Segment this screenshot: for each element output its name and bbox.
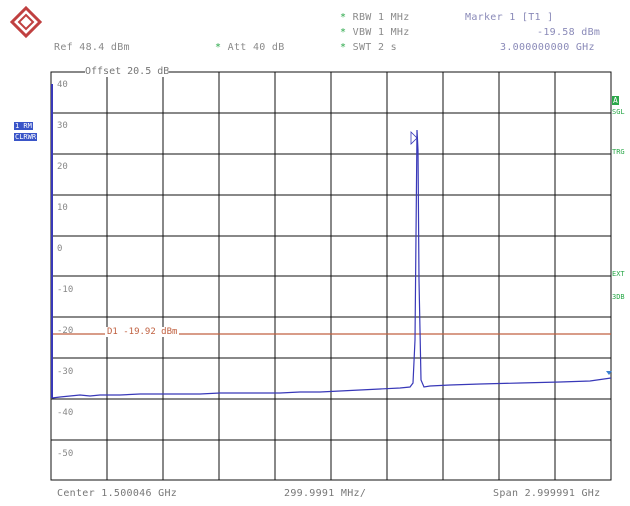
- y-tick-label: 0: [57, 244, 63, 254]
- ext-label: EXT: [612, 270, 625, 278]
- frequency-per-division: 299.9991 MHz/: [284, 488, 367, 499]
- trace-type-label: CLRWR: [14, 133, 38, 141]
- trg-label: TRG: [612, 148, 625, 156]
- y-tick-label: -20: [57, 326, 74, 336]
- marker-frequency: 3.000000000 GHz: [500, 42, 595, 53]
- y-tick-label: 20: [57, 162, 68, 172]
- y-tick-label: -50: [57, 449, 74, 459]
- y-tick-label: 10: [57, 203, 68, 213]
- y-tick-label: -40: [57, 408, 74, 418]
- center-frequency: Center 1.500046 GHz: [57, 488, 178, 499]
- spectrum-trace: [51, 129, 612, 399]
- three-db-label: 3DB: [612, 293, 625, 301]
- y-tick-label: -10: [57, 285, 74, 295]
- marker-title: Marker 1 [T1 ]: [465, 12, 554, 23]
- rbw-setting: * RBW 1 MHz: [340, 12, 410, 23]
- trace-mode-label: 1 RM: [14, 122, 33, 130]
- vbw-setting: * VBW 1 MHz: [340, 27, 410, 38]
- y-tick-label: 30: [57, 121, 68, 131]
- frequency-span: Span 2.999991 GHz: [493, 488, 601, 499]
- offset-label: Offset 20.5 dB: [85, 66, 170, 77]
- y-tick-label: 40: [57, 80, 68, 90]
- attenuation-setting: * Att 40 dB: [215, 42, 285, 53]
- rohde-schwarz-logo-icon: [9, 5, 43, 39]
- sgl-label: SGL: [612, 108, 625, 116]
- y-tick-label: -30: [57, 367, 74, 377]
- reference-level: Ref 48.4 dBm: [54, 42, 130, 53]
- marker-level: -19.58 dBm: [537, 27, 601, 38]
- marker-1-icon: [410, 131, 418, 145]
- sweep-time-setting: * SWT 2 s: [340, 42, 397, 53]
- display-line-label: D1 -19.92 dBm: [105, 327, 180, 337]
- trace-a-badge: A: [612, 96, 619, 105]
